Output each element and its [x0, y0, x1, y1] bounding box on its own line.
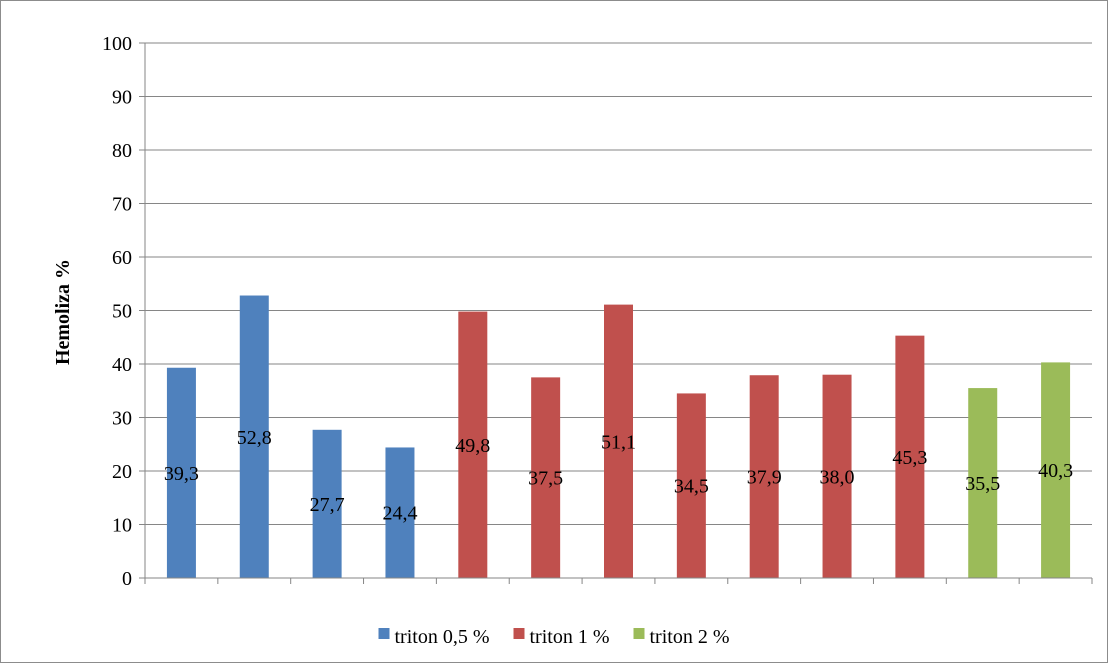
- y-tick-label: 100: [102, 33, 132, 55]
- y-tick-label: 90: [112, 87, 132, 109]
- bar: [239, 295, 269, 578]
- y-axis-title: Hemoliza %: [52, 259, 74, 365]
- legend-label: triton 1 %: [530, 626, 610, 648]
- data-label: 24,4: [382, 503, 417, 525]
- bar: [895, 335, 925, 578]
- legend-label: triton 2 %: [650, 626, 730, 648]
- gridlines: [145, 42, 1092, 525]
- legend-label: triton 0,5 %: [395, 626, 490, 648]
- bar: [312, 429, 342, 578]
- data-label: 38,0: [820, 466, 855, 488]
- legend-swatch: [378, 628, 390, 639]
- data-label: 45,3: [892, 447, 927, 469]
- bar: [968, 388, 998, 578]
- bar: [749, 375, 779, 578]
- data-label: 37,5: [528, 468, 563, 490]
- legend-swatch: [633, 628, 645, 639]
- y-tick-label: 10: [112, 515, 132, 537]
- y-tick-labels: 0 10 20 30 40 50 60 70 80 90 100: [102, 33, 132, 590]
- axes: [139, 42, 1093, 584]
- data-label: 51,1: [601, 431, 636, 453]
- y-tick-label: 60: [112, 247, 132, 269]
- data-label: 40,3: [1038, 460, 1073, 482]
- bar: [166, 367, 196, 578]
- y-tick-label: 70: [112, 194, 132, 216]
- bar: [604, 304, 633, 578]
- data-label: 34,5: [674, 476, 709, 498]
- legend-swatch: [513, 628, 525, 639]
- y-tick-label: 40: [112, 354, 132, 376]
- data-label: 37,9: [747, 467, 782, 489]
- bar: [676, 393, 706, 578]
- data-label: 49,8: [455, 435, 490, 457]
- legend: triton 0,5 % triton 1 % triton 2 %: [378, 626, 730, 648]
- bar: [531, 377, 561, 578]
- bar: [822, 374, 852, 578]
- bars: [166, 295, 1071, 578]
- data-label: 35,5: [965, 473, 1000, 495]
- bar: [1041, 362, 1071, 578]
- data-label: 39,3: [164, 463, 199, 485]
- y-tick-label: 30: [112, 408, 132, 430]
- bar: [385, 447, 415, 578]
- y-tick-label: 80: [112, 140, 132, 162]
- data-labels: 39,3 52,8 27,7 24,4 49,8 37,5 51,1 34,5 37,9 38,0…: [164, 427, 1073, 525]
- data-label: 52,8: [237, 427, 272, 449]
- bar: [458, 311, 488, 578]
- y-tick-label: 20: [112, 461, 132, 483]
- data-label: 27,7: [310, 494, 345, 516]
- y-tick-label: 0: [122, 568, 132, 590]
- y-tick-label: 50: [112, 301, 132, 323]
